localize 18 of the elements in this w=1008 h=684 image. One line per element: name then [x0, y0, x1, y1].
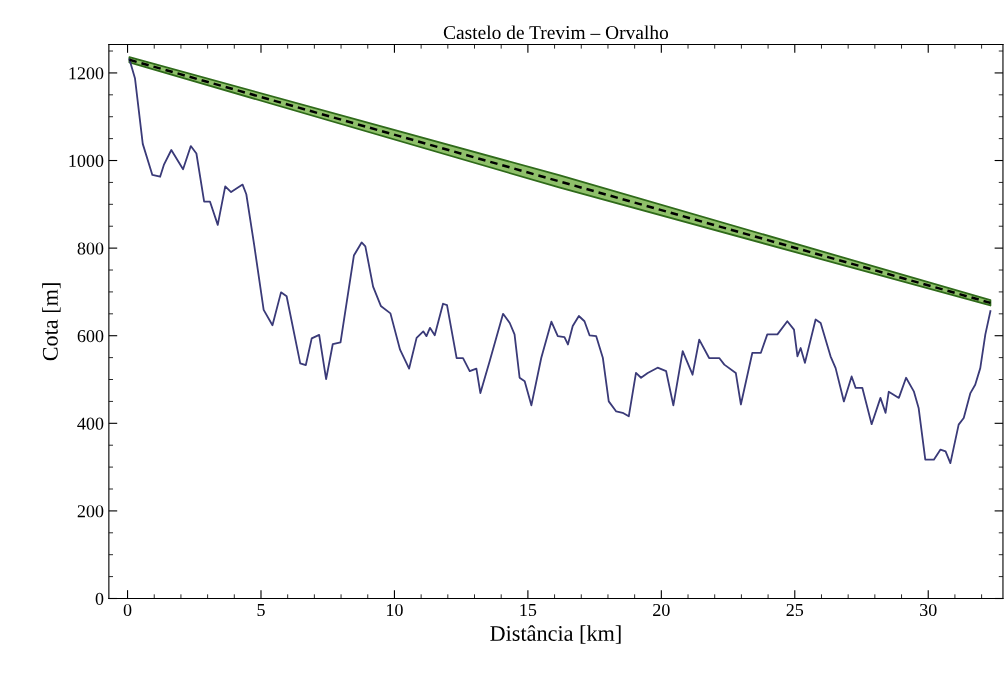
y-tick-label: 1000 — [69, 154, 104, 167]
x-tick-label: 5 — [257, 604, 265, 617]
x-tick-label: 15 — [520, 603, 537, 617]
x-tick-label: 30 — [920, 603, 937, 617]
x-tick-label: 10 — [387, 603, 403, 617]
x-tick-label: 25 — [786, 603, 804, 617]
line-series — [128, 58, 992, 465]
y-tick-label: 0 — [95, 592, 104, 605]
y-tick-label: 200 — [77, 505, 104, 518]
y-tick-label: 800 — [77, 242, 104, 255]
x-tick-label: 20 — [653, 603, 670, 617]
y-tick-label: 400 — [77, 417, 104, 430]
y-tick-label: 1200 — [69, 67, 104, 80]
y-tick-label: 600 — [77, 329, 104, 343]
x-axis-title: Distância [km] — [490, 625, 621, 644]
x-tick-label: 0 — [123, 603, 132, 617]
chart-title: Castelo de Trevim – Orvalho — [443, 25, 669, 40]
y-axis-title: Cota [m] — [42, 283, 61, 361]
